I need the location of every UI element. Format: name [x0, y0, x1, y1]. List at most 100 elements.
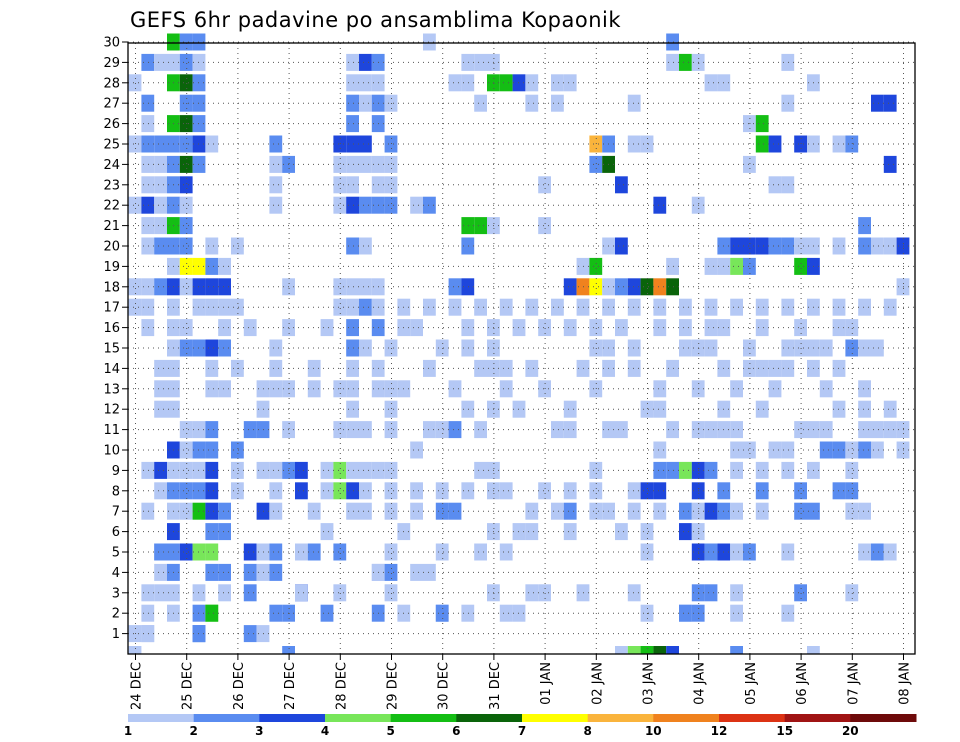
heatmap-cell: [231, 441, 244, 459]
heatmap-cell: [384, 400, 398, 418]
y-tick-label: 14: [103, 362, 120, 377]
y-tick-label: 26: [103, 117, 120, 132]
heatmap-cell: [320, 523, 334, 541]
heatmap-cell: [346, 482, 359, 500]
y-tick-label: 27: [103, 97, 120, 112]
heatmap-cell: [141, 502, 155, 520]
heatmap-cell: [858, 380, 871, 398]
heatmap-cell: [615, 278, 628, 296]
heatmap-cell: [179, 482, 193, 500]
heatmap-cell: [423, 33, 436, 51]
heatmap-cell: [474, 53, 487, 71]
x-tick-label: 31 DEC: [488, 662, 503, 710]
heatmap-cell: [627, 646, 641, 654]
legend-label: 3: [255, 724, 263, 738]
heatmap-cell: [794, 421, 807, 439]
heatmap-cell: [205, 543, 219, 561]
heatmap-cell: [346, 461, 359, 479]
heatmap-cell: [768, 441, 782, 459]
heatmap-cell: [218, 563, 231, 581]
heatmap-cell: [218, 278, 231, 296]
heatmap-cell: [218, 502, 231, 520]
y-tick-label: 13: [103, 382, 120, 397]
heatmap-cell: [679, 461, 692, 479]
legend-label: 6: [452, 724, 460, 738]
heatmap-cell: [205, 237, 219, 255]
heatmap-cell: [615, 421, 628, 439]
heatmap-cell: [858, 217, 871, 235]
heatmap-cell: [218, 298, 231, 316]
heatmap-cell: [883, 543, 897, 561]
heatmap-cell: [205, 482, 219, 500]
heatmap-cell: [269, 196, 283, 214]
heatmap-cell: [845, 441, 859, 459]
y-tick-label: 16: [103, 321, 120, 336]
heatmap-cell: [474, 543, 487, 561]
heatmap-cell: [359, 155, 372, 173]
heatmap-cell: [179, 278, 193, 296]
heatmap-cell: [819, 380, 833, 398]
heatmap-cell: [538, 584, 551, 602]
heatmap-cell: [333, 461, 347, 479]
heatmap-cell: [858, 339, 871, 357]
heatmap-cell: [384, 584, 398, 602]
heatmap-cell: [154, 278, 167, 296]
x-tick-label: 28 DEC: [334, 662, 349, 710]
heatmap-cell: [704, 298, 718, 316]
heatmap-cell: [615, 176, 628, 194]
heatmap-cell: [141, 115, 155, 133]
y-tick-label: 18: [103, 280, 120, 295]
heatmap-cell: [179, 319, 193, 337]
heatmap-cell: [333, 421, 347, 439]
heatmap-cell: [141, 176, 155, 194]
heatmap-cell: [359, 53, 372, 71]
heatmap-cell: [858, 421, 871, 439]
heatmap-cell: [346, 74, 359, 92]
heatmap-cell: [704, 421, 718, 439]
heatmap-cell: [282, 646, 295, 654]
heatmap-cell: [205, 257, 219, 275]
heatmap-cell: [423, 563, 436, 581]
heatmap-cell: [653, 646, 667, 654]
heatmap-cell: [205, 298, 219, 316]
heatmap-cell: [154, 237, 167, 255]
heatmap-cell: [563, 400, 577, 418]
heatmap-cell: [359, 482, 372, 500]
heatmap-cell: [295, 482, 308, 500]
y-tick-label: 29: [103, 56, 120, 71]
heatmap-cell: [461, 74, 475, 92]
heatmap-cell: [461, 237, 475, 255]
heatmap-cell: [627, 482, 641, 500]
heatmap-cell: [448, 380, 462, 398]
heatmap-cell: [269, 359, 283, 377]
heatmap-cell: [858, 441, 871, 459]
heatmap-cell: [704, 74, 718, 92]
heatmap-cell: [883, 94, 897, 112]
heatmap-cell: [704, 543, 718, 561]
heatmap-cell: [154, 53, 167, 71]
y-tick-label: 30: [103, 36, 120, 51]
y-tick-label: 8: [112, 484, 120, 499]
heatmap-cell: [499, 298, 513, 316]
heatmap-cell: [179, 237, 193, 255]
heatmap-cell: [218, 339, 231, 357]
heatmap-cell: [589, 155, 603, 173]
heatmap-cell: [589, 278, 603, 296]
heatmap-cell: [640, 543, 654, 561]
heatmap-cell: [461, 339, 475, 357]
heatmap-cell: [333, 278, 347, 296]
y-tick-label: 2: [112, 607, 120, 622]
heatmap-cell: [384, 461, 398, 479]
y-tick-label: 15: [103, 342, 120, 357]
heatmap-cell: [551, 298, 564, 316]
heatmap-cell: [794, 257, 807, 275]
heatmap-cell: [205, 421, 219, 439]
heatmap-cell: [832, 319, 846, 337]
heatmap-cell: [499, 543, 513, 561]
heatmap-cell: [474, 421, 487, 439]
heatmap-cell: [346, 502, 359, 520]
heatmap-cell: [205, 502, 219, 520]
heatmap-cell: [755, 482, 769, 500]
heatmap-cell: [883, 400, 897, 418]
heatmap-cell: [154, 380, 167, 398]
